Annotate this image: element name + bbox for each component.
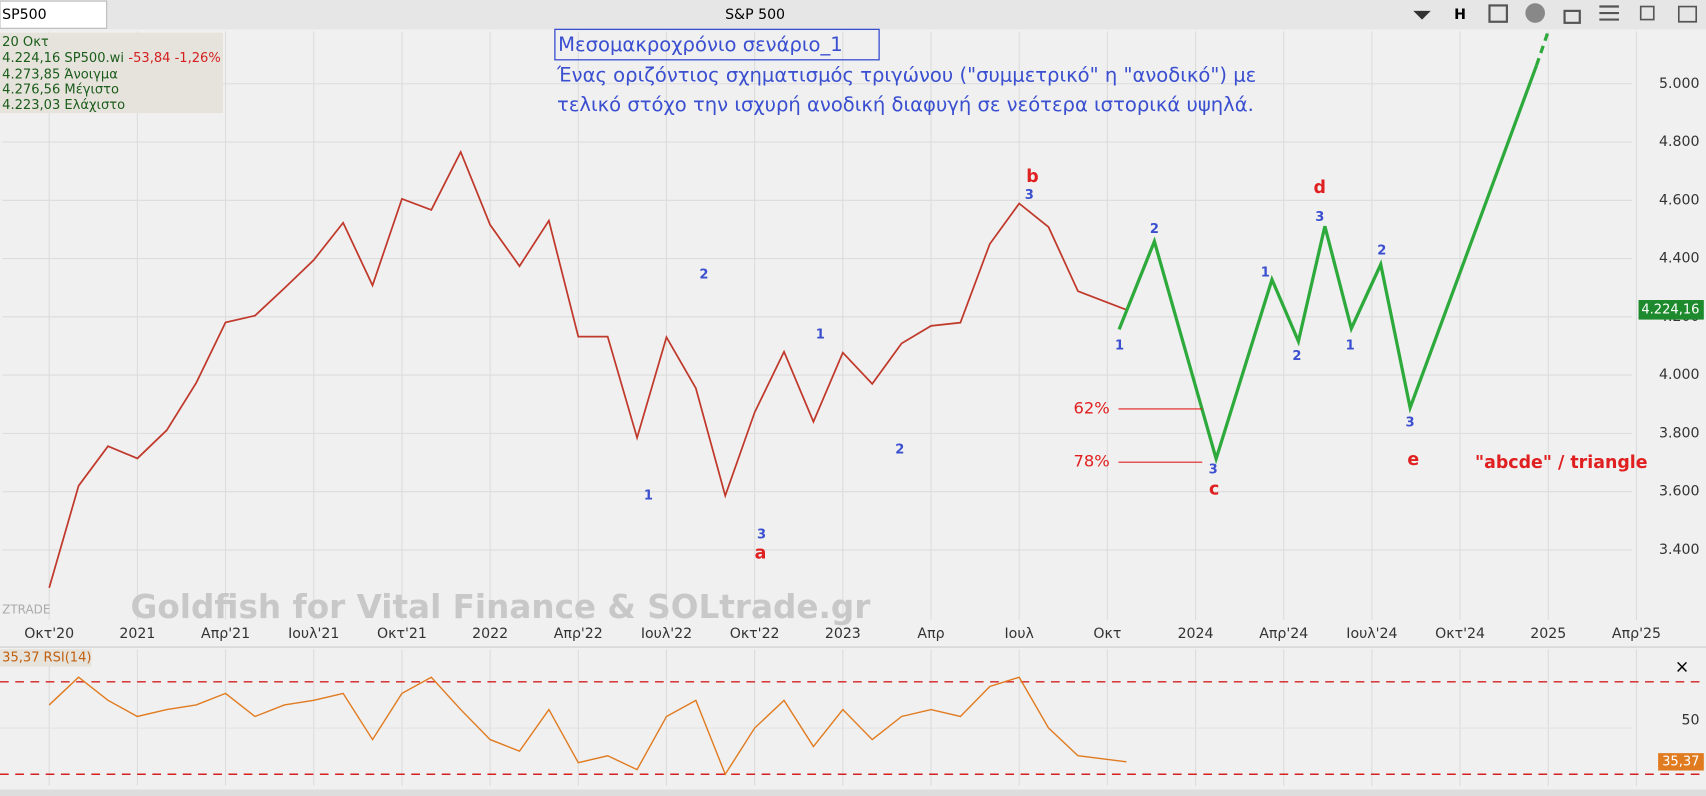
info-box bbox=[0, 32, 224, 114]
symbol[interactable]: SP500 bbox=[2, 7, 46, 23]
y-tick-label: 4.600 bbox=[1659, 192, 1699, 208]
header-bar bbox=[0, 0, 1706, 30]
fib-label: 62% bbox=[1074, 398, 1110, 417]
x-tick-label: Απρ'22 bbox=[554, 626, 603, 642]
pattern-label: "abcde" / triangle bbox=[1475, 453, 1648, 473]
scrollbar[interactable] bbox=[0, 789, 1706, 796]
annotation-line: Ένας οριζόντιος σχηματισμός τριγώνου ("σ… bbox=[556, 64, 1256, 87]
wave-label: 1 bbox=[1115, 338, 1124, 353]
y-tick-label: 50 bbox=[1681, 712, 1699, 728]
rsi-tag bbox=[1658, 753, 1704, 771]
chart-title: S&P 500 bbox=[725, 7, 785, 23]
rsi-last: 35,37 bbox=[2, 650, 39, 665]
restore-icon[interactable] bbox=[1639, 5, 1655, 21]
x-tick-label: Απρ'24 bbox=[1259, 626, 1308, 642]
x-tick-label: Ιουλ'21 bbox=[288, 626, 339, 642]
quote-icon[interactable] bbox=[1525, 3, 1545, 23]
x-tick-label: Ιουλ'24 bbox=[1346, 626, 1397, 642]
wave-label: 1 bbox=[1261, 265, 1270, 280]
grid bbox=[0, 31, 1637, 786]
info-last: 4.224,16 SP500.wi bbox=[2, 51, 124, 66]
close-panel[interactable]: × bbox=[1675, 658, 1690, 678]
annotation-line: τελικό στόχο την ισχυρή ανοδική διαφυγή … bbox=[557, 93, 1254, 116]
fib-label: 78% bbox=[1074, 452, 1110, 471]
rsi-title: RSI(14) bbox=[44, 650, 92, 665]
plot bbox=[0, 22, 1706, 776]
info-open: 4.273,85 Άνοιγμα bbox=[2, 68, 118, 83]
x-tick-label: Οκτ'21 bbox=[377, 626, 427, 642]
price-line bbox=[48, 149, 1127, 589]
price-line bbox=[1117, 64, 1539, 465]
wave-label: 1 bbox=[816, 327, 825, 342]
annotation-box bbox=[554, 28, 880, 61]
wave-label: 1 bbox=[1346, 338, 1355, 353]
x-tick-label: Οκτ'22 bbox=[730, 626, 780, 642]
x-tick-label: Απρ bbox=[917, 626, 944, 642]
wave-label: 2 bbox=[1292, 349, 1301, 364]
rsi-label-box bbox=[0, 649, 92, 667]
info-change: -53,84 -1,26% bbox=[128, 51, 220, 66]
wave-label: 3 bbox=[1209, 462, 1218, 477]
y-tick-label: 4.400 bbox=[1659, 251, 1699, 267]
annotation-title: Μεσομακροχρόνιο σενάριο_1 bbox=[558, 33, 843, 56]
x-tick-label: 2025 bbox=[1530, 626, 1566, 642]
rsi-tag-label: 35,37 bbox=[1662, 754, 1699, 769]
x-tick-label: Οκτ'20 bbox=[24, 626, 74, 642]
wave-label: a bbox=[755, 544, 767, 564]
y-tick-label: 5.000 bbox=[1659, 76, 1699, 92]
x-tick-label: 2021 bbox=[119, 626, 155, 642]
info-high: 4.276,56 Μέγιστο bbox=[2, 83, 119, 98]
x-tick-label: 2022 bbox=[472, 626, 508, 642]
x-tick-label: 2023 bbox=[825, 626, 861, 642]
x-tick-label: Ιουλ'22 bbox=[641, 626, 692, 642]
layout-icon[interactable] bbox=[1488, 4, 1508, 23]
x-tick-label: 2024 bbox=[1178, 626, 1214, 642]
lock-icon[interactable] bbox=[1563, 9, 1581, 24]
wave-label: d bbox=[1314, 178, 1326, 198]
wave-label: 3 bbox=[757, 528, 766, 543]
wave-label: 2 bbox=[1150, 222, 1159, 237]
y-tick-label: 3.600 bbox=[1659, 484, 1699, 500]
x-tick-label: Ιουλ bbox=[1005, 626, 1034, 642]
wave-label: 3 bbox=[1025, 188, 1034, 203]
logo: ZTRADE bbox=[2, 603, 50, 617]
wave-label: 3 bbox=[1315, 210, 1324, 225]
watermark: Goldfish for Vital Finance & SOLtrade.gr bbox=[131, 588, 871, 626]
wave-label: b bbox=[1026, 167, 1038, 187]
projection-dash bbox=[1534, 22, 1553, 66]
x-tick-label: Οκτ bbox=[1093, 626, 1121, 642]
info-low: 4.223,03 Ελάχιστο bbox=[2, 98, 125, 113]
rsi-line bbox=[48, 676, 1127, 776]
last-price-label: 4.224,16 bbox=[1641, 302, 1699, 317]
wave-label: c bbox=[1209, 479, 1219, 499]
y-tick-label: 3.800 bbox=[1659, 425, 1699, 441]
window-icon[interactable] bbox=[1677, 5, 1698, 23]
last-price-tag bbox=[1638, 300, 1704, 320]
menu-icon[interactable] bbox=[1599, 5, 1619, 21]
wave-label: e bbox=[1407, 450, 1419, 470]
wave-label: 3 bbox=[1406, 416, 1415, 431]
wave-label: 2 bbox=[699, 268, 708, 283]
y-tick-label: 3.400 bbox=[1659, 542, 1699, 558]
wave-label: 1 bbox=[644, 488, 653, 503]
y-tick-label: 4.800 bbox=[1659, 134, 1699, 150]
dropdown-icon[interactable] bbox=[1413, 10, 1431, 20]
info-date: 20 Οκτ bbox=[2, 35, 49, 50]
y-tick-label: 4.000 bbox=[1659, 367, 1699, 383]
wave-label: 2 bbox=[895, 443, 904, 458]
symbol-input[interactable] bbox=[0, 0, 108, 29]
x-tick-label: Απρ'21 bbox=[201, 626, 250, 642]
x-tick-label: Απρ'25 bbox=[1612, 626, 1661, 642]
x-tick-label: Οκτ'24 bbox=[1435, 626, 1485, 642]
wave-label: 2 bbox=[1377, 244, 1386, 259]
h-button[interactable]: H bbox=[1454, 7, 1466, 23]
